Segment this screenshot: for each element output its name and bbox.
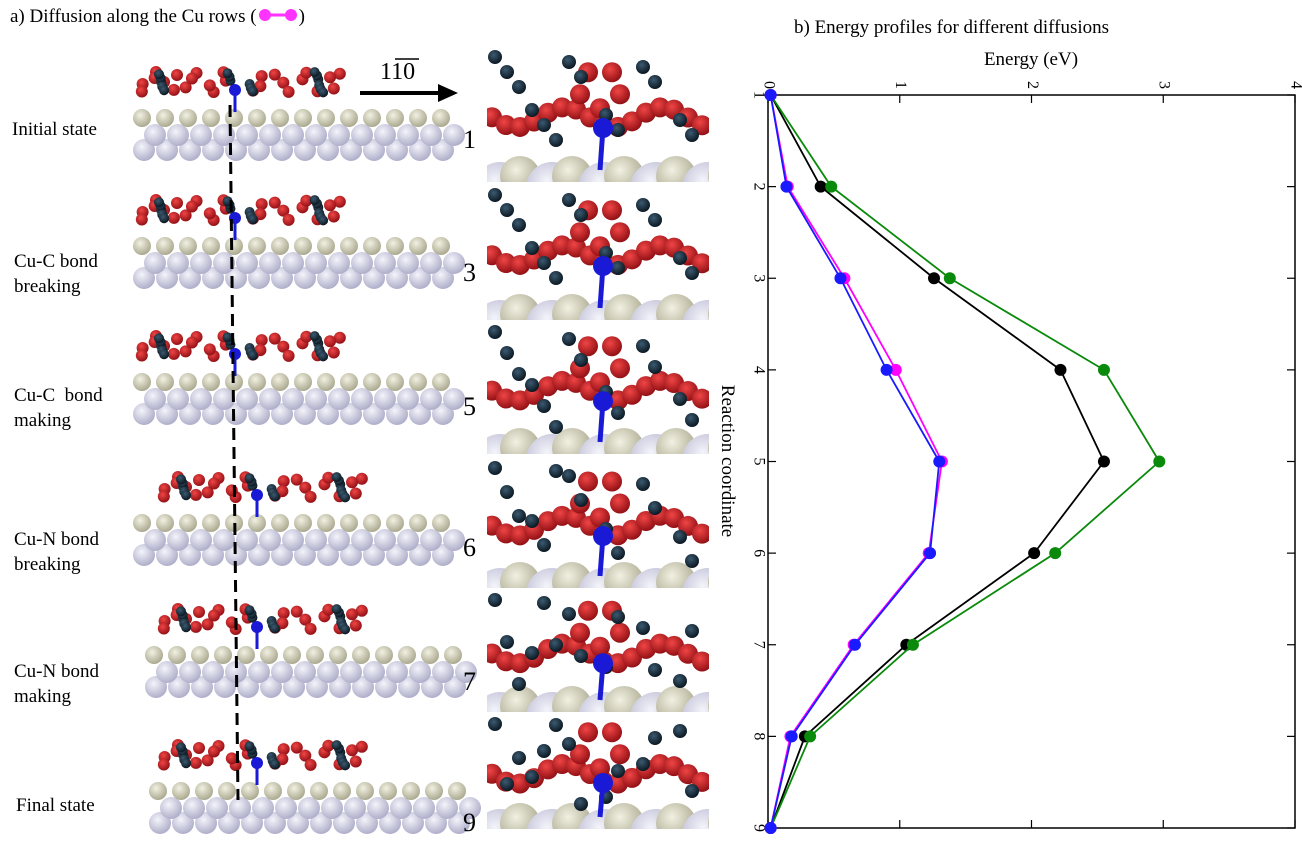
- data-point: [1097, 363, 1110, 376]
- data-point: [848, 638, 861, 651]
- adsorbed-molecule: [157, 471, 368, 517]
- cu-slab: [133, 237, 465, 289]
- state-label-cun-breaking: Cu-N bond breaking: [14, 529, 99, 575]
- cu-slab: [133, 373, 465, 425]
- panel-a-illustration: 110: [133, 47, 709, 834]
- step-number-9: 9: [463, 808, 476, 837]
- data-point: [1028, 547, 1041, 560]
- zoom-panel: [487, 458, 709, 588]
- data-point: [804, 730, 817, 743]
- panel-a-title-suffix: ): [298, 6, 305, 27]
- adsorbed-molecule: [135, 330, 346, 376]
- data-point: [764, 89, 777, 101]
- x-tick-label: 3: [1156, 81, 1173, 89]
- step-number-1: 1: [463, 125, 476, 154]
- data-point: [825, 180, 838, 193]
- cu-slab: [145, 646, 477, 698]
- data-point: [798, 730, 811, 743]
- x-tick-label: 1: [892, 81, 909, 89]
- zoom-panel: [487, 47, 709, 182]
- data-point: [764, 822, 777, 834]
- step-number-6: 6: [463, 533, 476, 562]
- zoom-panel: [487, 590, 709, 712]
- data-point: [764, 89, 777, 101]
- series-line-0: [769, 94, 1106, 829]
- data-point: [785, 730, 798, 743]
- step-number-7: 7: [463, 667, 476, 696]
- data-point: [834, 272, 847, 285]
- x-tick-label: 2: [1024, 81, 1041, 89]
- zoom-panel: [487, 714, 709, 829]
- data-point: [764, 89, 777, 101]
- adsorbed-molecule: [157, 739, 368, 785]
- state-label-final: Final state: [16, 795, 95, 816]
- zoom-panel: [487, 322, 709, 454]
- series-line-2: [769, 94, 943, 829]
- data-point: [780, 180, 793, 193]
- panel-a-title: a) Diffusion along the Cu rows ( ): [10, 6, 305, 28]
- x-axis-title: Energy (eV): [984, 49, 1078, 70]
- panel-b-title: b) Energy profiles for different diffusi…: [794, 17, 1110, 38]
- data-point: [889, 363, 902, 376]
- x-tick-label: 4: [1287, 81, 1302, 89]
- data-point: [1097, 455, 1110, 468]
- zoom-panel: [487, 185, 709, 320]
- data-point: [1153, 455, 1166, 468]
- panel-a-title-prefix: a) Diffusion along the Cu rows (: [10, 6, 257, 27]
- data-point: [784, 730, 797, 743]
- data-point: [838, 272, 851, 285]
- data-point: [764, 89, 777, 101]
- cu-slab: [133, 109, 465, 161]
- data-point: [928, 272, 941, 285]
- series-line-1: [769, 94, 1161, 829]
- data-point: [764, 822, 777, 834]
- adsorbed-molecule: [135, 194, 346, 240]
- data-point: [924, 547, 937, 560]
- cu-slab: [149, 782, 481, 834]
- data-point: [1054, 363, 1067, 376]
- series-line-3: [769, 94, 941, 829]
- plot-frame: [767, 94, 1296, 829]
- data-point: [906, 638, 919, 651]
- data-point: [943, 272, 956, 285]
- data-point: [814, 180, 827, 193]
- cu-slab: [133, 514, 465, 566]
- reference-dashed-line: [228, 104, 240, 801]
- data-point: [781, 180, 794, 193]
- adsorbed-molecule: [157, 603, 368, 649]
- direction-label: 110: [380, 59, 415, 85]
- state-label-cuc-making: Cu-C bond making: [14, 385, 103, 431]
- step-number-5: 5: [463, 392, 476, 421]
- data-point: [922, 547, 935, 560]
- state-label-cuc-breaking: Cu-C bond breaking: [14, 251, 98, 297]
- data-point: [1049, 547, 1062, 560]
- step-number-3: 3: [463, 258, 476, 287]
- adsorbed-molecule: [135, 66, 346, 112]
- x-tick-label: 0: [760, 81, 777, 89]
- data-point: [880, 363, 893, 376]
- data-point: [847, 638, 860, 651]
- data-point: [933, 455, 946, 468]
- legend-marker-icon: [258, 9, 297, 21]
- state-label-initial: Initial state: [12, 119, 97, 140]
- data-point: [900, 638, 913, 651]
- data-point: [935, 455, 948, 468]
- direction-arrow: 110: [360, 58, 458, 102]
- data-point: [764, 822, 777, 834]
- state-label-cun-making: Cu-N bond making: [14, 661, 99, 707]
- data-point: [764, 822, 777, 834]
